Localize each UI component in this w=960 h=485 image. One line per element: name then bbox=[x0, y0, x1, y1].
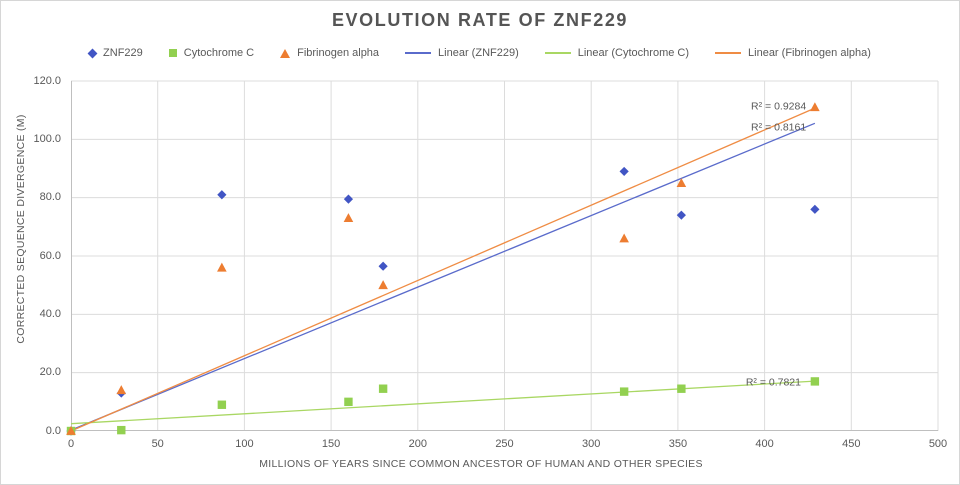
x-tick-label: 300 bbox=[582, 438, 601, 450]
legend-item-cytochrome-c[interactable]: Cytochrome C bbox=[168, 47, 255, 59]
x-tick-label: 200 bbox=[408, 438, 427, 450]
line-marker-icon bbox=[405, 52, 432, 54]
x-tick-label: 50 bbox=[151, 438, 164, 450]
legend-label: Linear (Cytochrome C) bbox=[577, 47, 690, 59]
trendline-linear-znf229[interactable] bbox=[70, 122, 816, 431]
diamond-marker-icon bbox=[87, 48, 98, 58]
y-tick-label: 120.0 bbox=[33, 74, 61, 87]
line-marker-icon bbox=[715, 52, 742, 54]
data-point-znf229[interactable] bbox=[810, 204, 820, 214]
data-point-fibrinogen-alpha[interactable] bbox=[217, 262, 227, 272]
y-axis-title: CORRECTED SEQUENCE DIVERGENCE (M) bbox=[15, 114, 27, 344]
legend-label: Fibrinogen alpha bbox=[297, 47, 380, 59]
data-point-cytochrome-c[interactable] bbox=[344, 397, 353, 407]
plot-area: R² = 0.9284 R² = 0.8161 R² = 0.7821 bbox=[66, 80, 939, 436]
y-tick-label: 80.0 bbox=[39, 191, 61, 204]
x-tick-label: 100 bbox=[235, 438, 254, 450]
x-axis-title: MILLIONS OF YEARS SINCE COMMON ANCESTOR … bbox=[259, 458, 703, 470]
triangle-marker-icon bbox=[280, 48, 291, 58]
legend-label: Linear (ZNF229) bbox=[438, 47, 519, 59]
x-tick-label: 500 bbox=[928, 438, 948, 450]
data-point-fibrinogen-alpha[interactable] bbox=[619, 233, 629, 243]
data-point-fibrinogen-alpha[interactable] bbox=[343, 213, 354, 222]
legend-label: ZNF229 bbox=[103, 47, 143, 59]
y-tick-label: 0.0 bbox=[45, 424, 61, 437]
trendline-linear-fibrinogen-alpha[interactable] bbox=[70, 107, 816, 432]
data-point-znf229[interactable] bbox=[343, 194, 354, 204]
y-tick-label: 60.0 bbox=[39, 249, 61, 262]
data-point-cytochrome-c[interactable] bbox=[217, 400, 227, 409]
data-point-znf229[interactable] bbox=[217, 190, 227, 200]
legend-item-linear-fibrinogen-alpha[interactable]: Linear (Fibrinogen alpha) bbox=[715, 47, 871, 59]
legend-item-linear-cytochrome-c[interactable]: Linear (Cytochrome C) bbox=[544, 47, 690, 59]
data-point-fibrinogen-alpha[interactable] bbox=[116, 385, 127, 395]
plot-svg: R² = 0.9284 R² = 0.8161 R² = 0.7821 bbox=[66, 80, 939, 436]
line-marker-icon bbox=[544, 52, 571, 54]
square-marker-icon bbox=[168, 49, 177, 57]
trendline-linear-cytochrome-c[interactable] bbox=[70, 380, 815, 425]
x-tick-label: 250 bbox=[495, 438, 514, 450]
chart-title: EVOLUTION RATE OF ZNF229 bbox=[331, 10, 629, 30]
x-tick-label: 400 bbox=[755, 438, 774, 450]
r-squared-label[interactable]: R² = 0.8161 bbox=[751, 121, 806, 133]
legend-item-linear-znf229[interactable]: Linear (ZNF229) bbox=[405, 47, 519, 59]
legend-item-znf229[interactable]: ZNF229 bbox=[87, 47, 143, 59]
legend-item-fibrinogen-alpha[interactable]: Fibrinogen alpha bbox=[280, 47, 379, 59]
legend-label: Linear (Fibrinogen alpha) bbox=[748, 47, 871, 59]
y-tick-label: 20.0 bbox=[39, 366, 61, 379]
data-point-cytochrome-c[interactable] bbox=[117, 425, 126, 435]
data-point-cytochrome-c[interactable] bbox=[677, 384, 686, 393]
data-point-znf229[interactable] bbox=[676, 210, 686, 220]
data-point-znf229[interactable] bbox=[619, 166, 629, 177]
legend: ZNF229 Cytochrome C Fibrinogen alpha Linear… bbox=[1, 47, 959, 59]
y-tick-label: 40.0 bbox=[39, 307, 61, 320]
data-point-cytochrome-c[interactable] bbox=[810, 377, 820, 386]
x-tick-label: 450 bbox=[842, 438, 861, 450]
data-point-fibrinogen-alpha[interactable] bbox=[676, 178, 687, 187]
r-squared-label[interactable]: R² = 0.9284 bbox=[751, 100, 806, 112]
data-point-znf229[interactable] bbox=[378, 261, 388, 271]
data-point-cytochrome-c[interactable] bbox=[619, 387, 629, 396]
x-tick-label: 150 bbox=[321, 438, 341, 450]
r-squared-label[interactable]: R² = 0.7821 bbox=[746, 377, 801, 389]
y-tick-label: 100.0 bbox=[33, 132, 61, 145]
data-point-fibrinogen-alpha[interactable] bbox=[66, 426, 76, 435]
x-tick-label: 350 bbox=[668, 438, 688, 450]
legend-label: Cytochrome C bbox=[183, 47, 255, 59]
x-tick-label: 0 bbox=[67, 438, 75, 450]
data-point-fibrinogen-alpha[interactable] bbox=[810, 102, 820, 112]
data-point-cytochrome-c[interactable] bbox=[378, 384, 388, 393]
data-point-fibrinogen-alpha[interactable] bbox=[378, 280, 388, 290]
